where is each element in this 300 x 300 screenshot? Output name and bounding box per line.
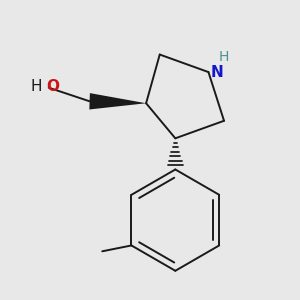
Polygon shape [89, 93, 146, 110]
Text: O: O [46, 79, 59, 94]
Text: H: H [30, 79, 42, 94]
Text: H: H [219, 50, 229, 64]
Text: N: N [211, 64, 224, 80]
